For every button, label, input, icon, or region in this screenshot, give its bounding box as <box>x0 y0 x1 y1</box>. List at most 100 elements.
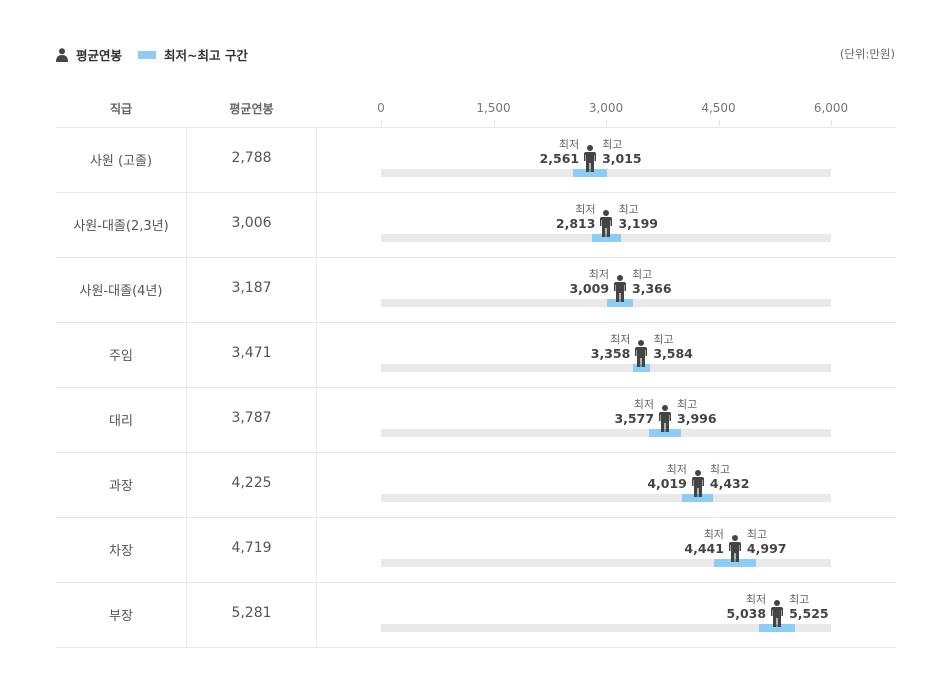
x-tick-mark <box>606 120 607 126</box>
person-icon <box>583 145 597 172</box>
min-label: 최저 4,019 <box>647 463 687 491</box>
max-label: 최고 3,366 <box>632 268 672 296</box>
max-value: 4,997 <box>746 541 787 556</box>
max-label: 최고 3,199 <box>618 203 658 231</box>
header-avg-salary: 평균연봉 <box>229 102 274 116</box>
max-label-text: 최고 <box>789 593 810 606</box>
person-icon <box>770 600 784 627</box>
avg-salary-value: 4,719 <box>231 540 272 556</box>
person-icon <box>613 275 627 302</box>
range-track <box>381 429 831 437</box>
person-icon <box>658 405 672 432</box>
range-track <box>381 364 831 372</box>
max-value: 3,015 <box>602 151 642 166</box>
grade-label: 대리 <box>109 414 133 429</box>
x-tick-mark <box>493 120 495 126</box>
person-icon <box>691 470 705 497</box>
legend-avg-label: 평균연봉 <box>76 48 123 63</box>
min-label: 최저 2,813 <box>556 203 596 231</box>
min-max-range-bar <box>682 494 714 502</box>
row-divider <box>56 582 896 583</box>
min-value: 3,577 <box>614 411 655 426</box>
max-label-text: 최고 <box>677 398 698 411</box>
x-tick-label: 0 <box>377 101 385 115</box>
min-label-text: 최저 <box>610 333 631 346</box>
max-label-text: 최고 <box>602 138 623 151</box>
min-max-range-bar <box>714 559 756 567</box>
min-label-text: 최저 <box>703 528 724 541</box>
max-label: 최고 4,432 <box>710 463 750 491</box>
x-tick-label: 3,000 <box>588 101 624 115</box>
max-label-text: 최고 <box>632 268 653 281</box>
row-divider <box>56 257 896 258</box>
avg-salary-value: 2,788 <box>231 150 272 166</box>
min-max-range-bar <box>606 299 634 307</box>
min-label: 최저 3,358 <box>591 333 631 361</box>
avg-salary-value: 3,006 <box>231 215 272 231</box>
min-label-text: 최저 <box>745 593 767 606</box>
x-tick-mark <box>831 120 832 126</box>
max-value: 4,432 <box>709 476 750 491</box>
person-icon <box>599 210 613 237</box>
min-label-text: 최저 <box>633 398 655 411</box>
x-tick-label: 6,000 <box>813 101 849 115</box>
max-value: 5,525 <box>789 606 829 621</box>
person-icon <box>56 47 68 62</box>
min-max-range-bar <box>649 429 681 437</box>
unit-label: (단위:만원) <box>839 47 895 61</box>
avg-salary-value: 5,281 <box>231 605 272 621</box>
row-divider <box>56 517 896 518</box>
header-divider <box>56 127 896 128</box>
grade-label: 부장 <box>109 609 133 624</box>
min-value: 2,561 <box>539 151 580 166</box>
x-tick-mark <box>381 120 382 126</box>
person-icon <box>728 535 742 562</box>
min-label-text: 최저 <box>666 463 687 476</box>
min-value: 3,358 <box>590 346 631 361</box>
max-label-text: 최고 <box>746 528 768 541</box>
legend-range-swatch <box>138 50 157 59</box>
x-tick-mark <box>718 120 720 126</box>
max-label: 최고 3,015 <box>602 138 642 166</box>
max-label: 최고 3,996 <box>677 398 717 426</box>
x-tick-label: 4,500 <box>701 101 736 115</box>
min-label: 최저 3,009 <box>569 268 609 296</box>
range-track <box>381 624 831 632</box>
max-label: 최고 3,584 <box>653 333 693 361</box>
row-divider <box>56 387 896 388</box>
min-label-text: 최저 <box>588 268 610 281</box>
legend: 평균연봉 최저~최고 구간 <box>56 45 264 64</box>
avg-salary-value: 3,471 <box>231 345 272 361</box>
max-label: 최고 4,997 <box>747 528 787 556</box>
person-icon <box>634 340 648 367</box>
min-max-range-bar <box>758 624 796 632</box>
row-divider <box>56 452 896 453</box>
row-divider <box>56 192 896 193</box>
max-label: 최고 5,525 <box>789 593 829 621</box>
avg-salary-value: 4,225 <box>231 475 272 491</box>
min-value: 5,038 <box>726 606 767 621</box>
min-value: 2,813 <box>555 216 596 231</box>
avg-salary-value: 3,187 <box>231 280 272 296</box>
max-value: 3,366 <box>632 281 672 296</box>
x-tick-label: 1,500 <box>476 101 511 115</box>
min-label: 최저 2,561 <box>540 138 580 166</box>
grade-label: 과장 <box>109 479 133 494</box>
avg-salary-value: 3,787 <box>231 410 272 426</box>
range-track <box>381 494 831 502</box>
min-label-text: 최저 <box>558 138 580 151</box>
max-label-text: 최고 <box>709 463 731 476</box>
max-value: 3,584 <box>653 346 693 361</box>
min-label: 최저 4,441 <box>684 528 724 556</box>
row-divider <box>56 322 896 323</box>
range-track <box>381 299 831 307</box>
grade-label: 사원-대졸(4년) <box>79 284 163 299</box>
row-divider <box>56 647 896 648</box>
min-value: 4,441 <box>684 541 724 556</box>
min-label: 최저 5,038 <box>727 593 767 621</box>
min-max-range-bar <box>591 234 621 242</box>
grade-label: 차장 <box>109 544 133 559</box>
grade-label: 사원-대졸(2,3년) <box>73 219 169 234</box>
max-label-text: 최고 <box>618 203 639 216</box>
legend-item-avg: 평균연봉 <box>56 45 122 64</box>
